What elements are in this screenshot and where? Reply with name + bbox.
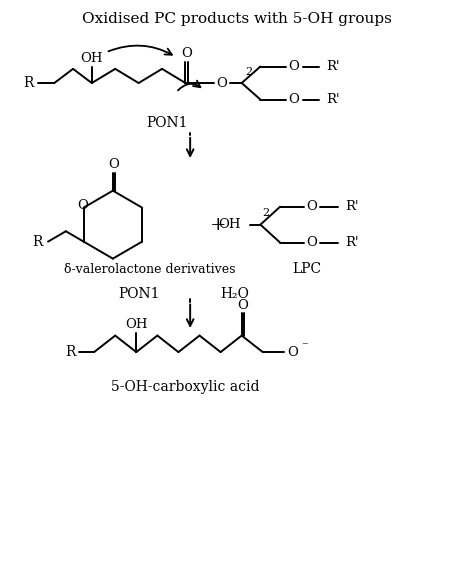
Text: OH: OH	[81, 52, 103, 65]
Text: ⁻: ⁻	[301, 340, 308, 353]
Text: OH: OH	[218, 218, 241, 231]
Text: R': R'	[326, 93, 340, 106]
Text: +: +	[210, 216, 227, 233]
Text: O: O	[307, 236, 318, 249]
Text: 2: 2	[263, 208, 270, 218]
Text: R': R'	[345, 236, 359, 249]
Text: 2: 2	[245, 67, 252, 77]
Text: R: R	[65, 345, 76, 359]
Text: R': R'	[345, 200, 359, 213]
Text: Oxidised PC products with 5-OH groups: Oxidised PC products with 5-OH groups	[82, 13, 392, 26]
Text: R': R'	[326, 60, 340, 73]
Text: δ-valerolactone derivatives: δ-valerolactone derivatives	[64, 263, 235, 276]
Text: R: R	[33, 235, 43, 249]
Text: O: O	[77, 199, 88, 212]
Text: 5-OH-carboxylic acid: 5-OH-carboxylic acid	[111, 380, 260, 395]
Text: OH: OH	[125, 318, 147, 331]
Text: O: O	[109, 158, 119, 171]
Text: O: O	[181, 47, 192, 60]
Text: LPC: LPC	[293, 263, 322, 276]
Text: H₂O: H₂O	[220, 288, 249, 301]
Text: R: R	[23, 76, 34, 90]
Text: O: O	[216, 77, 227, 90]
Text: O: O	[289, 60, 300, 73]
Text: O: O	[287, 345, 298, 359]
Text: O: O	[289, 93, 300, 106]
Text: O: O	[237, 299, 248, 312]
Text: PON1: PON1	[118, 288, 160, 301]
Text: PON1: PON1	[146, 116, 188, 130]
Text: O: O	[307, 200, 318, 213]
